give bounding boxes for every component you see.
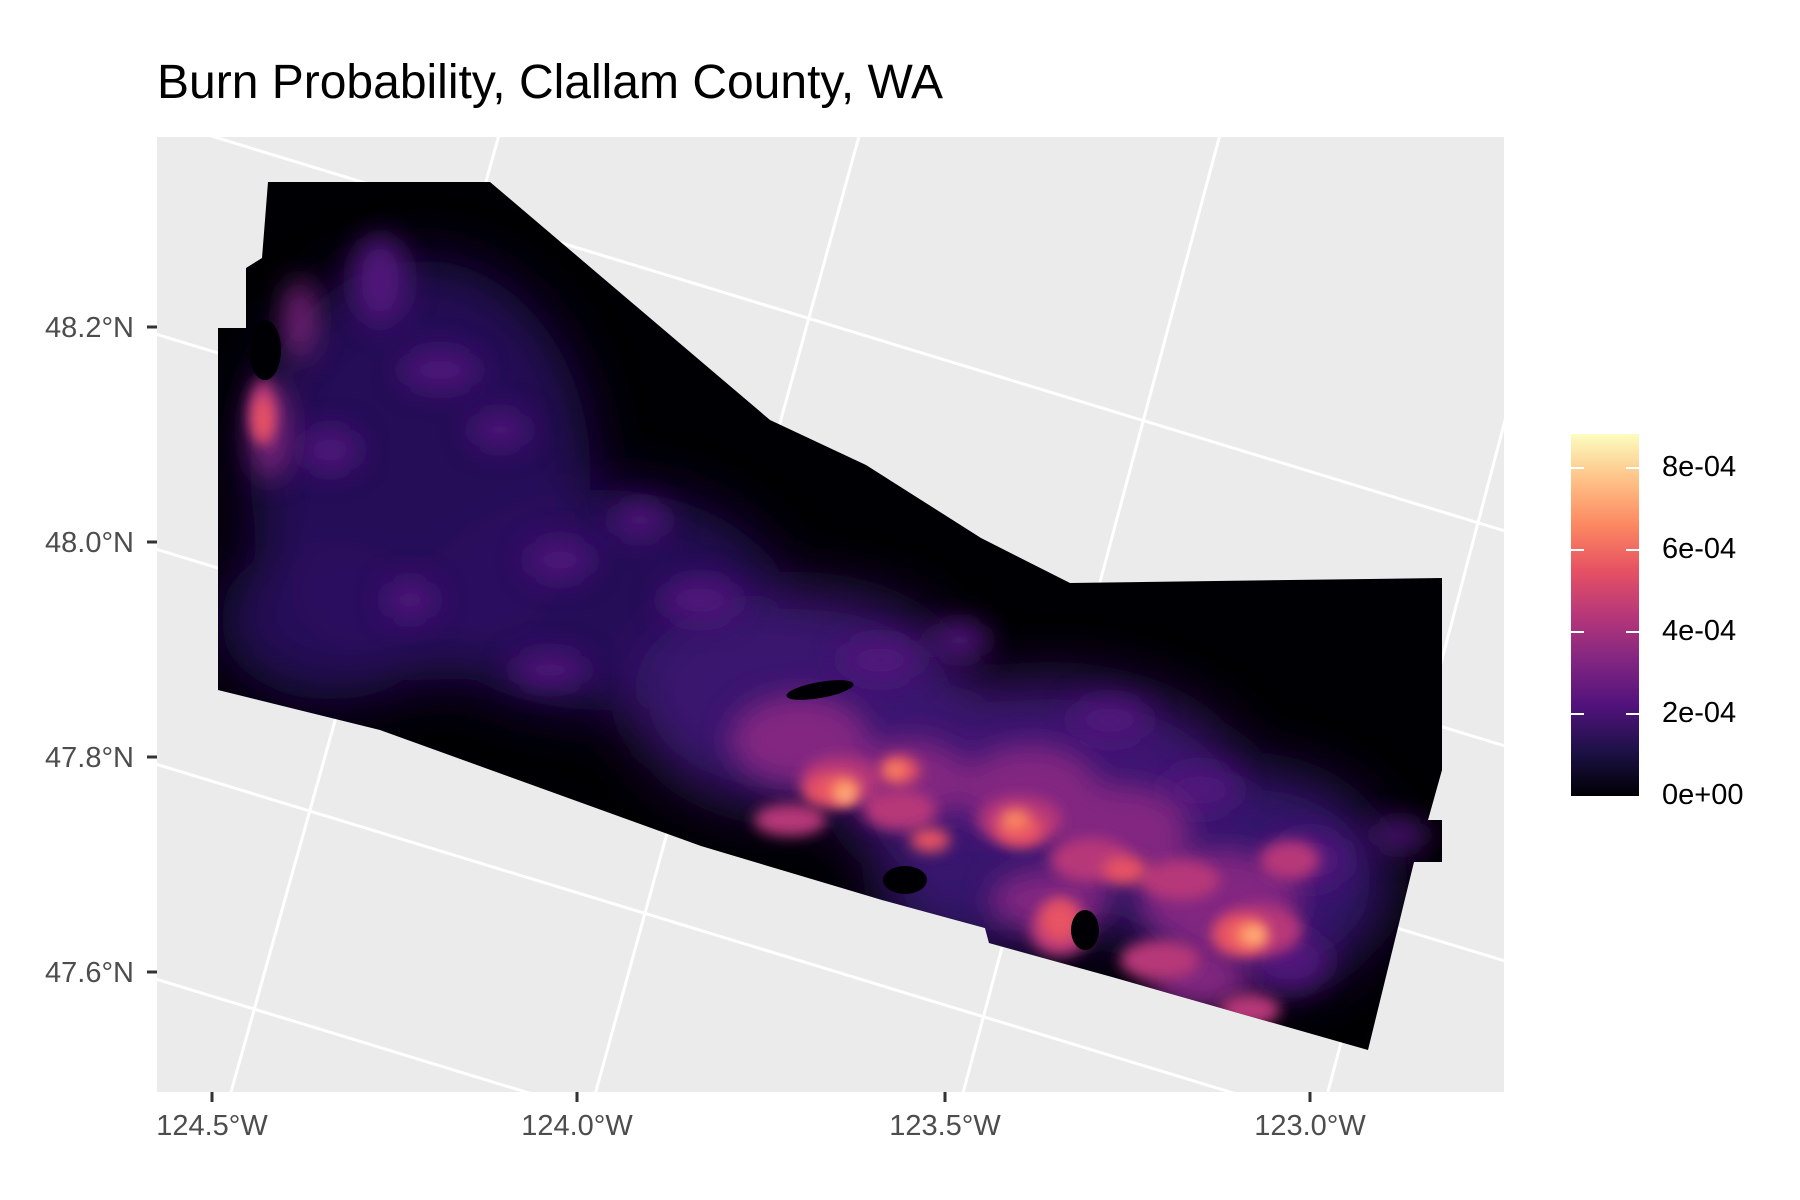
- x-tick-label: 123.0°W: [1254, 1110, 1366, 1142]
- y-tick-label: 47.8°N: [45, 742, 134, 774]
- legend-label: 2e-04: [1662, 697, 1737, 729]
- legend-colorbar: [1571, 434, 1639, 796]
- x-tick-label: 124.5°W: [156, 1110, 268, 1142]
- y-tick-label: 48.0°N: [45, 527, 134, 559]
- x-tick-label: 123.5°W: [889, 1110, 1001, 1142]
- x-tick-label: 124.0°W: [521, 1110, 633, 1142]
- map-title: Burn Probability, Clallam County, WA: [157, 56, 944, 109]
- y-tick-label: 48.2°N: [45, 312, 134, 344]
- burn-probability-raster: [218, 182, 1442, 1050]
- legend-label: 0e+00: [1662, 779, 1744, 811]
- legend-label: 8e-04: [1662, 451, 1737, 483]
- legend-label: 4e-04: [1662, 615, 1737, 647]
- y-tick-label: 47.6°N: [45, 957, 134, 989]
- axis-ticks: [147, 325, 1312, 1102]
- legend-ticks: [1571, 467, 1639, 715]
- legend-label: 6e-04: [1662, 533, 1737, 565]
